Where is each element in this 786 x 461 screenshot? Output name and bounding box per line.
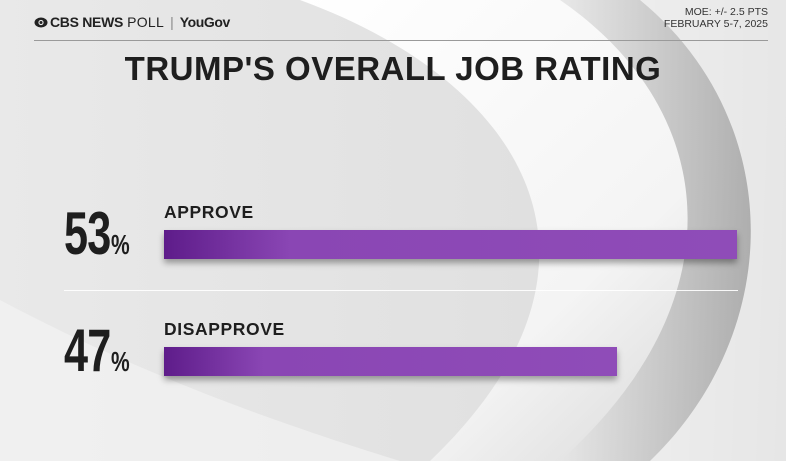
bar-row-disapprove: 47% DISAPPROVE bbox=[0, 301, 786, 381]
cbs-eye-icon bbox=[34, 17, 48, 27]
percent-sign: % bbox=[110, 346, 130, 377]
value-number: 47 bbox=[64, 317, 111, 384]
header: CBS NEWS POLL | YouGov MOE: +/- 2.5 PTS … bbox=[34, 6, 768, 41]
bar-disapprove bbox=[164, 347, 617, 376]
bar-row-approve: 53% APPROVE bbox=[0, 184, 786, 264]
row-divider bbox=[64, 290, 738, 291]
poll-date: FEBRUARY 5-7, 2025 bbox=[663, 18, 768, 30]
category-label-approve: APPROVE bbox=[164, 202, 254, 222]
category-label-disapprove: DISAPPROVE bbox=[164, 319, 285, 339]
value-number: 53 bbox=[64, 200, 111, 267]
margin-of-error: MOE: +/- 2.5 PTS FEBRUARY 5-7, 2025 bbox=[664, 6, 768, 30]
brand-logo: CBS NEWS POLL | YouGov bbox=[34, 14, 230, 30]
percent-sign: % bbox=[110, 229, 130, 260]
value-label-disapprove: 47% bbox=[64, 321, 136, 381]
brand-news: CBS NEWS bbox=[50, 14, 124, 30]
brand-poll: POLL bbox=[127, 14, 165, 30]
chart-title: TRUMP'S OVERALL JOB RATING bbox=[124, 50, 662, 87]
brand-separator: | bbox=[170, 14, 174, 30]
brand-yougov: YouGov bbox=[179, 14, 231, 30]
moe-line: MOE: +/- 2.5 PTS bbox=[684, 6, 768, 18]
bar-approve bbox=[164, 230, 737, 259]
value-label-approve: 53% bbox=[64, 204, 136, 264]
